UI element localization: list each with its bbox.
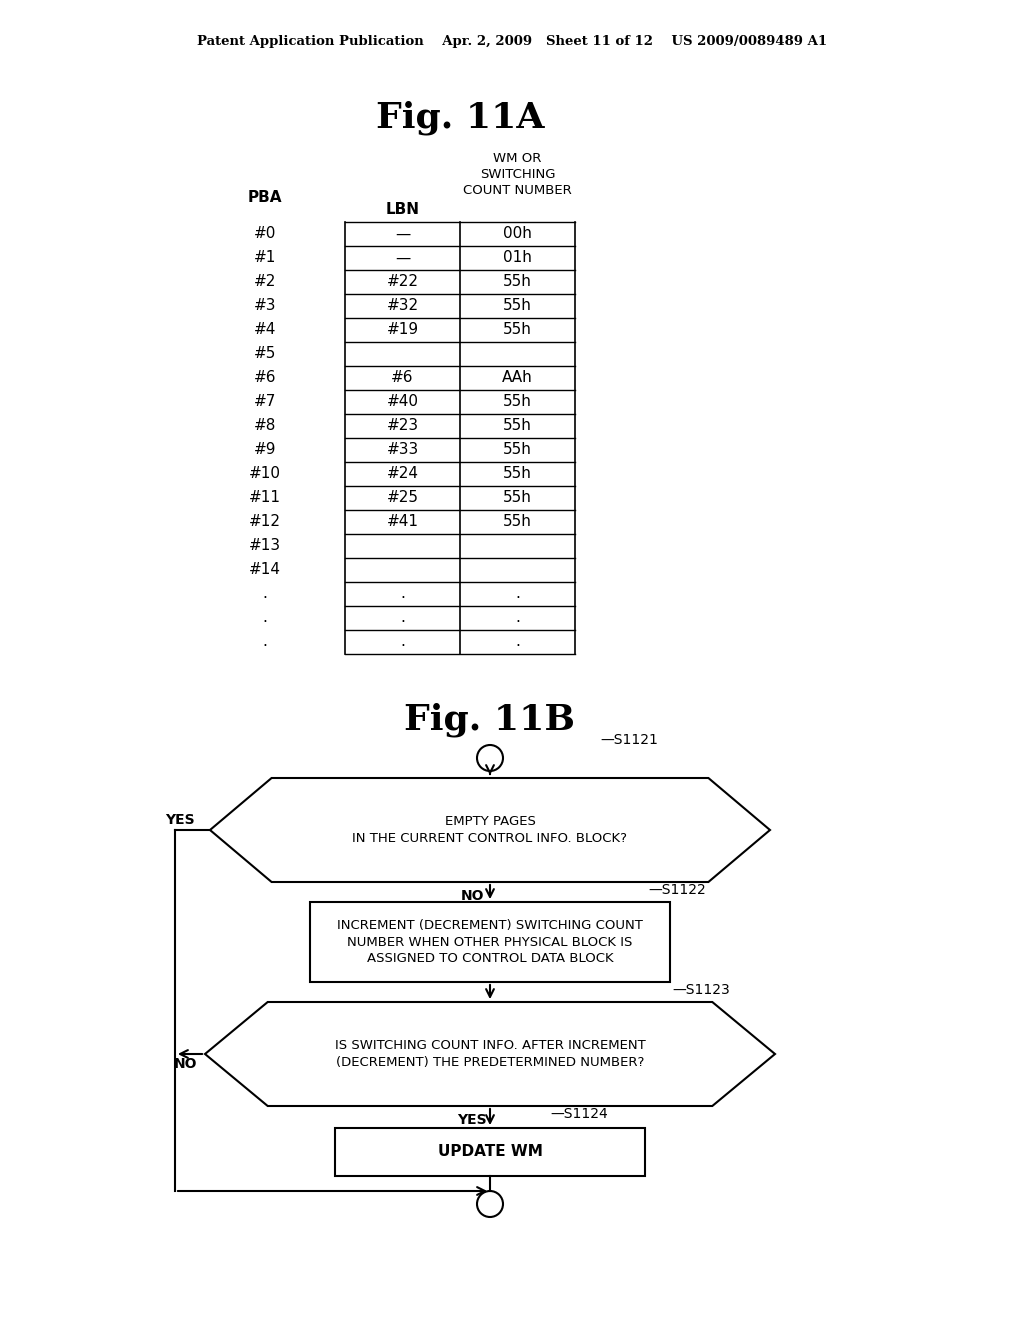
- Text: #0: #0: [254, 227, 276, 242]
- Text: INCREMENT (DECREMENT) SWITCHING COUNT
NUMBER WHEN OTHER PHYSICAL BLOCK IS
ASSIGN: INCREMENT (DECREMENT) SWITCHING COUNT NU…: [337, 919, 643, 965]
- Text: #19: #19: [386, 322, 419, 338]
- Text: Patent Application Publication    Apr. 2, 2009   Sheet 11 of 12    US 2009/00894: Patent Application Publication Apr. 2, 2…: [197, 36, 827, 49]
- Text: .: .: [515, 586, 520, 602]
- Text: IS SWITCHING COUNT INFO. AFTER INCREMENT
(DECREMENT) THE PREDETERMINED NUMBER?: IS SWITCHING COUNT INFO. AFTER INCREMENT…: [335, 1039, 645, 1069]
- Text: LBN: LBN: [385, 202, 420, 218]
- Text: #41: #41: [386, 515, 419, 529]
- Text: Fig. 11B: Fig. 11B: [404, 702, 575, 738]
- Text: #7: #7: [254, 395, 276, 409]
- Text: #23: #23: [386, 418, 419, 433]
- Text: .: .: [515, 635, 520, 649]
- Text: #14: #14: [249, 562, 281, 578]
- Text: .: .: [262, 635, 267, 649]
- Text: 55h: 55h: [503, 442, 531, 458]
- Text: .: .: [400, 635, 404, 649]
- Text: 55h: 55h: [503, 322, 531, 338]
- Text: #2: #2: [254, 275, 276, 289]
- Text: #8: #8: [254, 418, 276, 433]
- Text: 55h: 55h: [503, 298, 531, 314]
- Text: AAh: AAh: [502, 371, 532, 385]
- Text: #25: #25: [386, 491, 419, 506]
- Text: .: .: [400, 586, 404, 602]
- Text: #1: #1: [254, 251, 276, 265]
- Text: —: —: [395, 251, 411, 265]
- Text: NO: NO: [173, 1057, 197, 1071]
- Text: .: .: [515, 610, 520, 626]
- Text: 55h: 55h: [503, 466, 531, 482]
- Text: EMPTY PAGES
IN THE CURRENT CONTROL INFO. BLOCK?: EMPTY PAGES IN THE CURRENT CONTROL INFO.…: [352, 814, 628, 845]
- Text: PBA: PBA: [248, 190, 283, 205]
- Text: #3: #3: [254, 298, 276, 314]
- Text: #24: #24: [386, 466, 419, 482]
- Text: YES: YES: [165, 813, 195, 828]
- Text: 55h: 55h: [503, 491, 531, 506]
- Text: #12: #12: [249, 515, 281, 529]
- Text: #11: #11: [249, 491, 281, 506]
- Text: .: .: [262, 610, 267, 626]
- Text: #13: #13: [249, 539, 281, 553]
- Text: #40: #40: [386, 395, 419, 409]
- Text: #33: #33: [386, 442, 419, 458]
- Text: .: .: [400, 610, 404, 626]
- Text: 55h: 55h: [503, 515, 531, 529]
- Text: Fig. 11A: Fig. 11A: [376, 100, 544, 135]
- Text: #9: #9: [254, 442, 276, 458]
- Text: 00h: 00h: [503, 227, 531, 242]
- Text: 55h: 55h: [503, 395, 531, 409]
- Text: #5: #5: [254, 346, 276, 362]
- Text: NO: NO: [460, 888, 483, 903]
- Text: —S1123: —S1123: [672, 983, 730, 997]
- Text: .: .: [262, 586, 267, 602]
- Text: WM OR
SWITCHING
COUNT NUMBER: WM OR SWITCHING COUNT NUMBER: [463, 153, 571, 198]
- Text: —S1122: —S1122: [648, 883, 706, 898]
- Text: #10: #10: [249, 466, 281, 482]
- Text: —: —: [395, 227, 411, 242]
- Text: #6: #6: [391, 371, 414, 385]
- Text: 01h: 01h: [503, 251, 531, 265]
- Text: YES: YES: [457, 1113, 486, 1127]
- Text: #6: #6: [254, 371, 276, 385]
- Text: —S1121: —S1121: [600, 733, 657, 747]
- Text: UPDATE WM: UPDATE WM: [437, 1144, 543, 1159]
- Text: 55h: 55h: [503, 275, 531, 289]
- Text: #32: #32: [386, 298, 419, 314]
- Text: 55h: 55h: [503, 418, 531, 433]
- Text: —S1124: —S1124: [550, 1107, 608, 1121]
- Text: #22: #22: [386, 275, 419, 289]
- Text: #4: #4: [254, 322, 276, 338]
